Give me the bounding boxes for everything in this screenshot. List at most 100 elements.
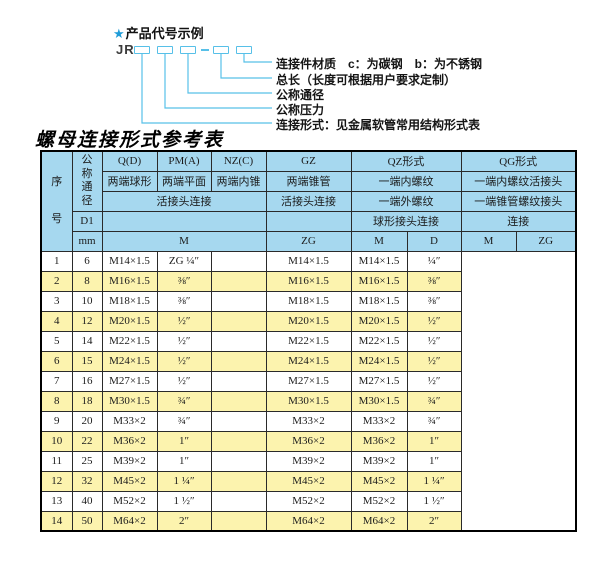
cell-qz_d: M30×1.5 (265, 390, 352, 412)
header-qz-desc: 一端内螺纹 (350, 170, 462, 192)
cell-dn: 50 (71, 510, 103, 532)
cell-no: 6 (40, 350, 73, 372)
code-box-5 (236, 46, 252, 54)
header-pm: PM(A) (156, 150, 212, 172)
cell-m: M39×2 (101, 450, 158, 472)
cell-no: 2 (40, 270, 73, 292)
cell-qz_m (210, 330, 267, 352)
cell-qg_m: M14×1.5 (350, 250, 408, 272)
header-gz-union: 活接头连接 (265, 190, 352, 212)
cell-m: M18×1.5 (101, 290, 158, 312)
cell-dn: 32 (71, 470, 103, 492)
code-dash (201, 49, 209, 51)
table-row: 10 22 M36×2 1″ M36×2 M36×2 1″ (40, 430, 576, 452)
cell-qg_m: M22×1.5 (350, 330, 408, 352)
cell-qz_m (210, 350, 267, 372)
cell-no: 7 (40, 370, 73, 392)
cell-dn: 10 (71, 290, 103, 312)
cell-qg_zg: ¾″ (406, 410, 462, 432)
cell-no: 1 (40, 250, 73, 272)
cell-gz: ZG ¼″ (156, 250, 212, 272)
cell-qg_zg: 1 ½″ (406, 490, 462, 512)
cell-no: 11 (40, 450, 73, 472)
cell-gz: ½″ (156, 350, 212, 372)
cell-dn: 6 (71, 250, 103, 272)
cell-qz_d: M39×2 (265, 450, 352, 472)
cell-qz_m (210, 390, 267, 412)
header-mm: mm (71, 230, 103, 252)
cell-qg_zg: ⅜″ (406, 270, 462, 292)
header-dn-text: 公称通径 (81, 153, 93, 207)
cell-m: M30×1.5 (101, 390, 158, 412)
header-gz-unit: ZG (265, 230, 352, 252)
cell-gz: ¾″ (156, 390, 212, 412)
cell-qg_m: M45×2 (350, 470, 408, 492)
cell-no: 9 (40, 410, 73, 432)
header-seq: 序号 (40, 150, 73, 252)
cell-dn: 20 (71, 410, 103, 432)
cell-gz: 1 ½″ (156, 490, 212, 512)
cell-qz_m (210, 310, 267, 332)
cell-no: 8 (40, 390, 73, 412)
table-body: 1 6 M14×1.5 ZG ¼″ M14×1.5 M14×1.5 ¼″ 2 8 M16×1.5 ⅜… (40, 250, 576, 532)
header-pm-desc: 两端平面 (156, 170, 212, 192)
table-row: 2 8 M16×1.5 ⅜″ M16×1.5 M16×1.5 ⅜″ (40, 270, 576, 292)
header-seq-text: 序号 (51, 175, 63, 226)
cell-qz_m (210, 430, 267, 452)
header-gz-desc: 两端锥管 (265, 170, 352, 192)
cell-qz_m (210, 270, 267, 292)
cell-no: 4 (40, 310, 73, 332)
table-row: 1 6 M14×1.5 ZG ¼″ M14×1.5 M14×1.5 ¼″ (40, 250, 576, 272)
header-q: Q(D) (101, 150, 158, 172)
header-qz-desc2: 一端外螺纹 (350, 190, 462, 212)
cell-qz_m (210, 510, 267, 532)
table-row: 4 12 M20×1.5 ½″ M20×1.5 M20×1.5 ½″ (40, 310, 576, 332)
cell-m: M24×1.5 (101, 350, 158, 372)
cell-gz: ½″ (156, 330, 212, 352)
callout-pressure: 公称压力 (276, 103, 325, 117)
table-header: 序号 公称通径 Q(D) PM(A) NZ(C) GZ QZ形式 QG形式 两端… (40, 150, 577, 252)
header-row-1: 序号 公称通径 Q(D) PM(A) NZ(C) GZ QZ形式 QG形式 (40, 150, 577, 252)
cell-m: M14×1.5 (101, 250, 158, 272)
cell-qz_m (210, 290, 267, 312)
cell-dn: 40 (71, 490, 103, 512)
cell-no: 14 (40, 510, 73, 532)
cell-qz_d: M36×2 (265, 430, 352, 452)
cell-dn: 8 (71, 270, 103, 292)
cell-gz: ⅜″ (156, 270, 212, 292)
cell-gz: 1″ (156, 430, 212, 452)
code-box-3 (180, 46, 196, 54)
cell-qz_d: M20×1.5 (265, 310, 352, 332)
cell-qg_zg: ½″ (406, 330, 462, 352)
callout-length: 总长（长度可根据用户要求定制） (276, 73, 457, 87)
cell-gz: ½″ (156, 310, 212, 332)
header-qz-d: D (406, 230, 462, 252)
cell-no: 5 (40, 330, 73, 352)
cell-qg_m: M18×1.5 (350, 290, 408, 312)
product-code-heading: ★产品代号示例 (113, 23, 204, 42)
nut-connection-table: 序号 公称通径 Q(D) PM(A) NZ(C) GZ QZ形式 QG形式 两端… (40, 150, 577, 532)
cell-gz: ⅜″ (156, 290, 212, 312)
cell-m: M20×1.5 (101, 310, 158, 332)
cell-qg_m: M33×2 (350, 410, 408, 432)
cell-qg_zg: ¼″ (406, 250, 462, 272)
header-gz: GZ (265, 150, 352, 172)
cell-dn: 22 (71, 430, 103, 452)
cell-m: M22×1.5 (101, 330, 158, 352)
cell-m: M52×2 (101, 490, 158, 512)
cell-qg_zg: 2″ (406, 510, 462, 532)
cell-m: M33×2 (101, 410, 158, 432)
header-qg-desc2: 一端锥管螺纹接头 (460, 190, 577, 212)
table-row: 8 18 M30×1.5 ¾″ M30×1.5 M30×1.5 ¾″ (40, 390, 576, 412)
cell-qg_zg: ¾″ (406, 390, 462, 412)
header-dn: 公称通径 (71, 150, 103, 212)
cell-qz_d: M14×1.5 (265, 250, 352, 272)
header-row-4: D1 球形接头连接 连接 (41, 210, 577, 232)
cell-qz_d: M52×2 (265, 490, 352, 512)
header-nz: NZ(C) (210, 150, 267, 172)
cell-m: M27×1.5 (101, 370, 158, 392)
table-row: 5 14 M22×1.5 ½″ M22×1.5 M22×1.5 ½″ (40, 330, 576, 352)
cell-qz_d: M27×1.5 (265, 370, 352, 392)
cell-qg_zg: 1″ (406, 430, 462, 452)
